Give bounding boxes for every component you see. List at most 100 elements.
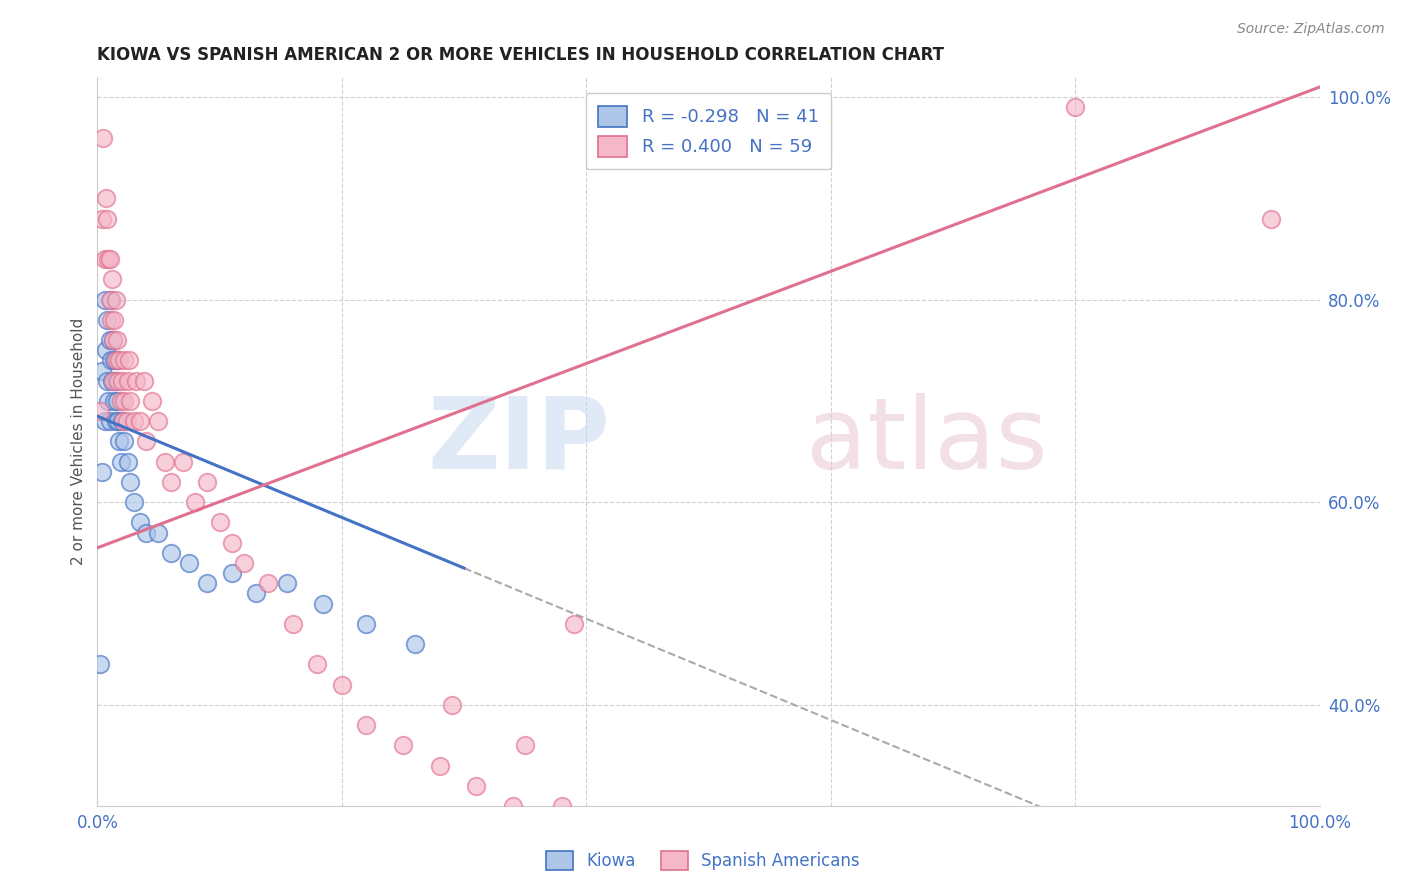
Point	[159, 475, 181, 489]
Point	[245, 586, 267, 600]
Point	[312, 597, 335, 611]
Point	[96, 313, 118, 327]
Point	[98, 414, 121, 428]
Point	[96, 211, 118, 226]
Point	[104, 414, 127, 428]
Point	[429, 758, 451, 772]
Legend: R = -0.298   N = 41, R = 0.400   N = 59: R = -0.298 N = 41, R = 0.400 N = 59	[586, 93, 831, 169]
Point	[172, 455, 194, 469]
Point	[98, 293, 121, 307]
Point	[281, 616, 304, 631]
Point	[112, 394, 135, 409]
Point	[112, 353, 135, 368]
Point	[103, 313, 125, 327]
Point	[111, 374, 134, 388]
Point	[208, 516, 231, 530]
Text: atlas: atlas	[806, 393, 1047, 490]
Point	[515, 739, 537, 753]
Point	[103, 374, 125, 388]
Point	[122, 414, 145, 428]
Point	[392, 739, 415, 753]
Point	[112, 434, 135, 449]
Point	[330, 677, 353, 691]
Point	[120, 394, 142, 409]
Point	[97, 394, 120, 409]
Point	[551, 799, 574, 814]
Point	[153, 455, 176, 469]
Point	[195, 475, 218, 489]
Point	[354, 616, 377, 631]
Point	[233, 556, 256, 570]
Point	[132, 374, 155, 388]
Text: ZIP: ZIP	[427, 393, 610, 490]
Point	[105, 353, 128, 368]
Point	[404, 637, 426, 651]
Point	[93, 414, 115, 428]
Point	[94, 191, 117, 205]
Point	[101, 374, 124, 388]
Point	[1064, 100, 1087, 114]
Point	[104, 293, 127, 307]
Legend: Kiowa, Spanish Americans: Kiowa, Spanish Americans	[540, 844, 866, 877]
Point	[159, 546, 181, 560]
Point	[117, 455, 139, 469]
Point	[104, 374, 127, 388]
Point	[97, 252, 120, 267]
Point	[96, 374, 118, 388]
Point	[195, 576, 218, 591]
Point	[103, 353, 125, 368]
Point	[104, 353, 127, 368]
Point	[122, 495, 145, 509]
Point	[100, 313, 122, 327]
Point	[91, 211, 114, 226]
Text: Source: ZipAtlas.com: Source: ZipAtlas.com	[1237, 22, 1385, 37]
Point	[110, 455, 132, 469]
Point	[177, 556, 200, 570]
Point	[107, 414, 129, 428]
Point	[148, 525, 170, 540]
Point	[89, 404, 111, 418]
Point	[103, 394, 125, 409]
Point	[1260, 211, 1282, 226]
Point	[562, 616, 585, 631]
Point	[93, 252, 115, 267]
Point	[221, 535, 243, 549]
Point	[307, 657, 329, 672]
Point	[599, 819, 621, 833]
Point	[98, 333, 121, 347]
Point	[105, 394, 128, 409]
Point	[135, 434, 157, 449]
Point	[91, 363, 114, 377]
Point	[440, 698, 463, 712]
Point	[108, 434, 131, 449]
Point	[115, 414, 138, 428]
Point	[111, 414, 134, 428]
Point	[94, 343, 117, 358]
Point	[98, 252, 121, 267]
Point	[184, 495, 207, 509]
Point	[221, 566, 243, 581]
Point	[125, 374, 148, 388]
Point	[141, 394, 163, 409]
Point	[117, 374, 139, 388]
Point	[101, 272, 124, 286]
Point	[120, 475, 142, 489]
Point	[100, 293, 122, 307]
Point	[110, 394, 132, 409]
Point	[465, 779, 488, 793]
Point	[135, 525, 157, 540]
Point	[148, 414, 170, 428]
Point	[129, 516, 152, 530]
Point	[91, 465, 114, 479]
Point	[276, 576, 298, 591]
Point	[93, 293, 115, 307]
Point	[103, 333, 125, 347]
Point	[354, 718, 377, 732]
Point	[93, 130, 115, 145]
Point	[502, 799, 524, 814]
Y-axis label: 2 or more Vehicles in Household: 2 or more Vehicles in Household	[72, 318, 86, 566]
Point	[100, 353, 122, 368]
Point	[108, 353, 131, 368]
Text: KIOWA VS SPANISH AMERICAN 2 OR MORE VEHICLES IN HOUSEHOLD CORRELATION CHART: KIOWA VS SPANISH AMERICAN 2 OR MORE VEHI…	[97, 46, 945, 64]
Point	[107, 374, 129, 388]
